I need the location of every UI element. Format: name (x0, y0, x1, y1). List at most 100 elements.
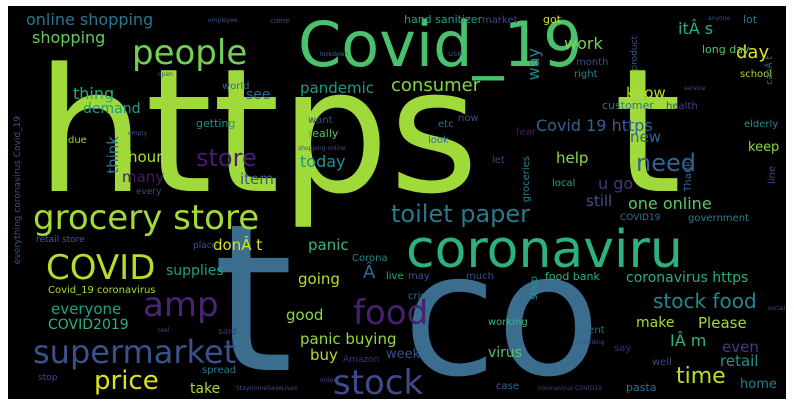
word-today: today (300, 152, 346, 171)
word-month: month (576, 57, 609, 68)
word-its: itÂ s (678, 19, 714, 38)
word-online-shopping: online shopping (26, 10, 154, 29)
word-think: think (104, 136, 122, 174)
word-please: Please (698, 314, 747, 332)
word-amazon: Amazon (343, 355, 380, 365)
word-case: case (496, 381, 519, 392)
word-panic: panic (308, 236, 349, 254)
word-amp: amp (143, 285, 219, 325)
word-hoarding: hoarding (578, 339, 605, 346)
word-shop: shop (529, 276, 540, 301)
word-demand: demand (83, 101, 141, 117)
word-real: real (158, 327, 170, 334)
word-way: way (524, 48, 543, 81)
word-food-bank: food bank (545, 270, 600, 283)
word-people: people (132, 33, 248, 73)
word-getting: getting (196, 117, 236, 130)
word-price: price (94, 366, 159, 396)
word-food: food (353, 293, 429, 333)
word-covid-19-https: Covid 19 https (536, 116, 653, 135)
word-shopping: shopping (32, 28, 106, 47)
word-retail: retail (720, 352, 759, 370)
word-corona: Corona (352, 253, 388, 264)
word-employee: employee (208, 17, 238, 24)
word-hand-sanitizer: hand sanitizer (404, 13, 483, 26)
word-need: need (636, 149, 696, 177)
word-week: week (386, 347, 421, 362)
word-lockdown: lockdown (320, 51, 349, 58)
word-https: https (36, 31, 479, 232)
word-retail-store: retail store (36, 235, 85, 245)
word-many: many (122, 168, 165, 186)
word-stayhomesavelives: StayHomeSaveLives (236, 385, 298, 392)
word-may: may (408, 271, 430, 282)
word-due: due (68, 135, 87, 146)
word-covid-19: Covid_19 (298, 8, 583, 81)
word-covid: COVID (46, 248, 156, 288)
word-say: say (614, 343, 632, 354)
word-stop: stop (38, 373, 58, 383)
word-make: make (636, 315, 675, 331)
word-virus: virus (488, 345, 523, 361)
word-consumer: consumer (391, 75, 481, 96)
word-day: day (736, 42, 770, 63)
word-look: look (428, 135, 449, 146)
word-anyone: anyone (708, 15, 731, 22)
word-cloud: https t t co Covid_19 coronaviru grocery… (8, 6, 786, 399)
word-a-hat: Â (363, 262, 376, 283)
word-groceries: groceries (521, 156, 532, 203)
word-really: really (308, 127, 339, 140)
word-cant: canÂ t (765, 56, 775, 85)
word-went: went (580, 325, 605, 336)
word-going: going (298, 270, 340, 288)
word-open: open (158, 71, 173, 78)
word-im: IÂ m (670, 331, 707, 350)
word-social: social (768, 305, 786, 312)
word-service: service (684, 85, 706, 92)
word-see: see (246, 87, 271, 103)
word-still: still (586, 192, 613, 210)
word-shopping-online: shopping online (298, 145, 346, 152)
word-long-day: long day (702, 43, 750, 56)
word-dont: donÂ t (213, 236, 263, 254)
word-covid2019: COVID2019 (48, 317, 129, 333)
word-time: time (676, 364, 726, 389)
word-supermarket: supermarket (33, 333, 237, 371)
word-know: know (626, 84, 666, 102)
word-let: let (492, 155, 505, 166)
word-want: want (308, 115, 333, 126)
word-order: order (320, 377, 336, 384)
word-well: well (652, 357, 672, 368)
word-live: live (386, 271, 404, 282)
word-school: school (740, 69, 773, 80)
word-stock: stock (333, 363, 424, 399)
word-much: much (466, 271, 494, 282)
word-even: even (722, 338, 759, 356)
word-everything-coronavirus: everything coronavirus Covid_19 (13, 116, 23, 265)
word-etc: etc (438, 119, 454, 130)
word-market: market (482, 15, 518, 26)
word-come: come (270, 17, 290, 25)
word-health: health (666, 101, 698, 112)
word-buy: buy (310, 346, 338, 364)
word-customer: customer (602, 99, 654, 112)
word-covid-19-coronavirus: Covid_19 coronavirus (48, 285, 156, 296)
word-crisis: crisis (408, 291, 434, 302)
word-world: world (222, 81, 250, 92)
word-supplies: supplies (166, 263, 224, 279)
word-item: item (240, 170, 274, 188)
word-u-go: u go (598, 174, 634, 193)
word-grocery-store: grocery store (33, 198, 260, 238)
word-now: now (458, 113, 479, 124)
word-t-green: t (614, 31, 682, 232)
word-place: place (193, 241, 218, 251)
word-good: good (286, 306, 324, 324)
word-covid19: COVID19 (620, 213, 661, 223)
word-working: working (488, 317, 528, 328)
word-panic-buying: panic buying (300, 330, 397, 348)
word-spread: spread (202, 365, 237, 376)
word-thank: Thank (683, 161, 694, 192)
word-coronavirus-https: coronavirus https (626, 270, 749, 286)
word-right: right (574, 69, 598, 80)
